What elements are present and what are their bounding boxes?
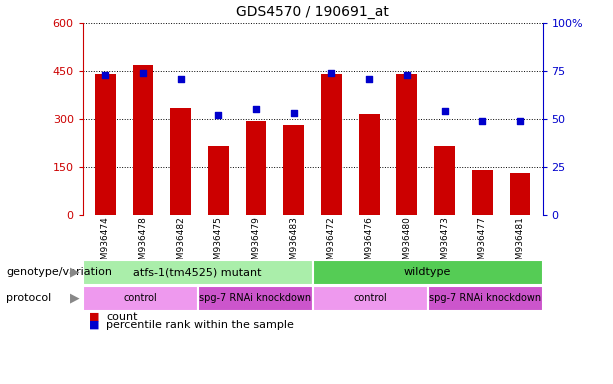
Text: GSM936479: GSM936479 — [251, 216, 261, 271]
Point — [138, 70, 148, 76]
Bar — [313, 260, 543, 285]
Bar — [321, 74, 342, 215]
Text: GSM936474: GSM936474 — [101, 216, 110, 271]
Bar — [197, 286, 313, 311]
Title: GDS4570 / 190691_at: GDS4570 / 190691_at — [236, 5, 389, 19]
Bar — [83, 260, 313, 285]
Text: wildtype: wildtype — [404, 267, 451, 277]
Bar — [95, 74, 116, 215]
Text: count: count — [106, 312, 137, 322]
Text: protocol: protocol — [6, 293, 51, 303]
Point — [364, 76, 374, 82]
Text: ▶: ▶ — [70, 266, 80, 279]
Text: genotype/variation: genotype/variation — [6, 267, 112, 277]
Bar — [283, 126, 304, 215]
Point — [251, 106, 261, 113]
Text: GSM936472: GSM936472 — [327, 216, 336, 271]
Text: spg-7 RNAi knockdown: spg-7 RNAi knockdown — [199, 293, 311, 303]
Bar — [208, 146, 229, 215]
Point — [213, 112, 223, 118]
Text: GSM936482: GSM936482 — [176, 216, 185, 271]
Text: GSM936476: GSM936476 — [365, 216, 374, 271]
Bar — [83, 286, 197, 311]
Point — [402, 72, 412, 78]
Point — [327, 70, 337, 76]
Point — [478, 118, 487, 124]
Text: percentile rank within the sample: percentile rank within the sample — [106, 320, 294, 330]
Bar — [170, 108, 191, 215]
Bar — [434, 146, 455, 215]
Point — [176, 76, 186, 82]
Text: GSM936481: GSM936481 — [516, 216, 524, 271]
Text: GSM936483: GSM936483 — [289, 216, 299, 271]
Bar — [509, 174, 530, 215]
Text: GSM936478: GSM936478 — [139, 216, 148, 271]
Point — [515, 118, 525, 124]
Point — [289, 110, 299, 116]
Bar — [313, 286, 428, 311]
Bar — [397, 74, 417, 215]
Text: GSM936475: GSM936475 — [214, 216, 223, 271]
Text: ■: ■ — [89, 312, 99, 322]
Text: ▶: ▶ — [70, 292, 80, 305]
Bar — [132, 65, 153, 215]
Text: GSM936480: GSM936480 — [402, 216, 411, 271]
Point — [101, 72, 110, 78]
Point — [440, 108, 449, 114]
Text: control: control — [123, 293, 157, 303]
Text: GSM936473: GSM936473 — [440, 216, 449, 271]
Bar — [472, 170, 493, 215]
Text: GSM936477: GSM936477 — [478, 216, 487, 271]
Bar — [246, 121, 267, 215]
Bar — [428, 286, 543, 311]
Text: atfs-1(tm4525) mutant: atfs-1(tm4525) mutant — [134, 267, 262, 277]
Bar — [359, 114, 379, 215]
Text: control: control — [353, 293, 387, 303]
Text: ■: ■ — [89, 320, 99, 330]
Text: spg-7 RNAi knockdown: spg-7 RNAi knockdown — [429, 293, 541, 303]
